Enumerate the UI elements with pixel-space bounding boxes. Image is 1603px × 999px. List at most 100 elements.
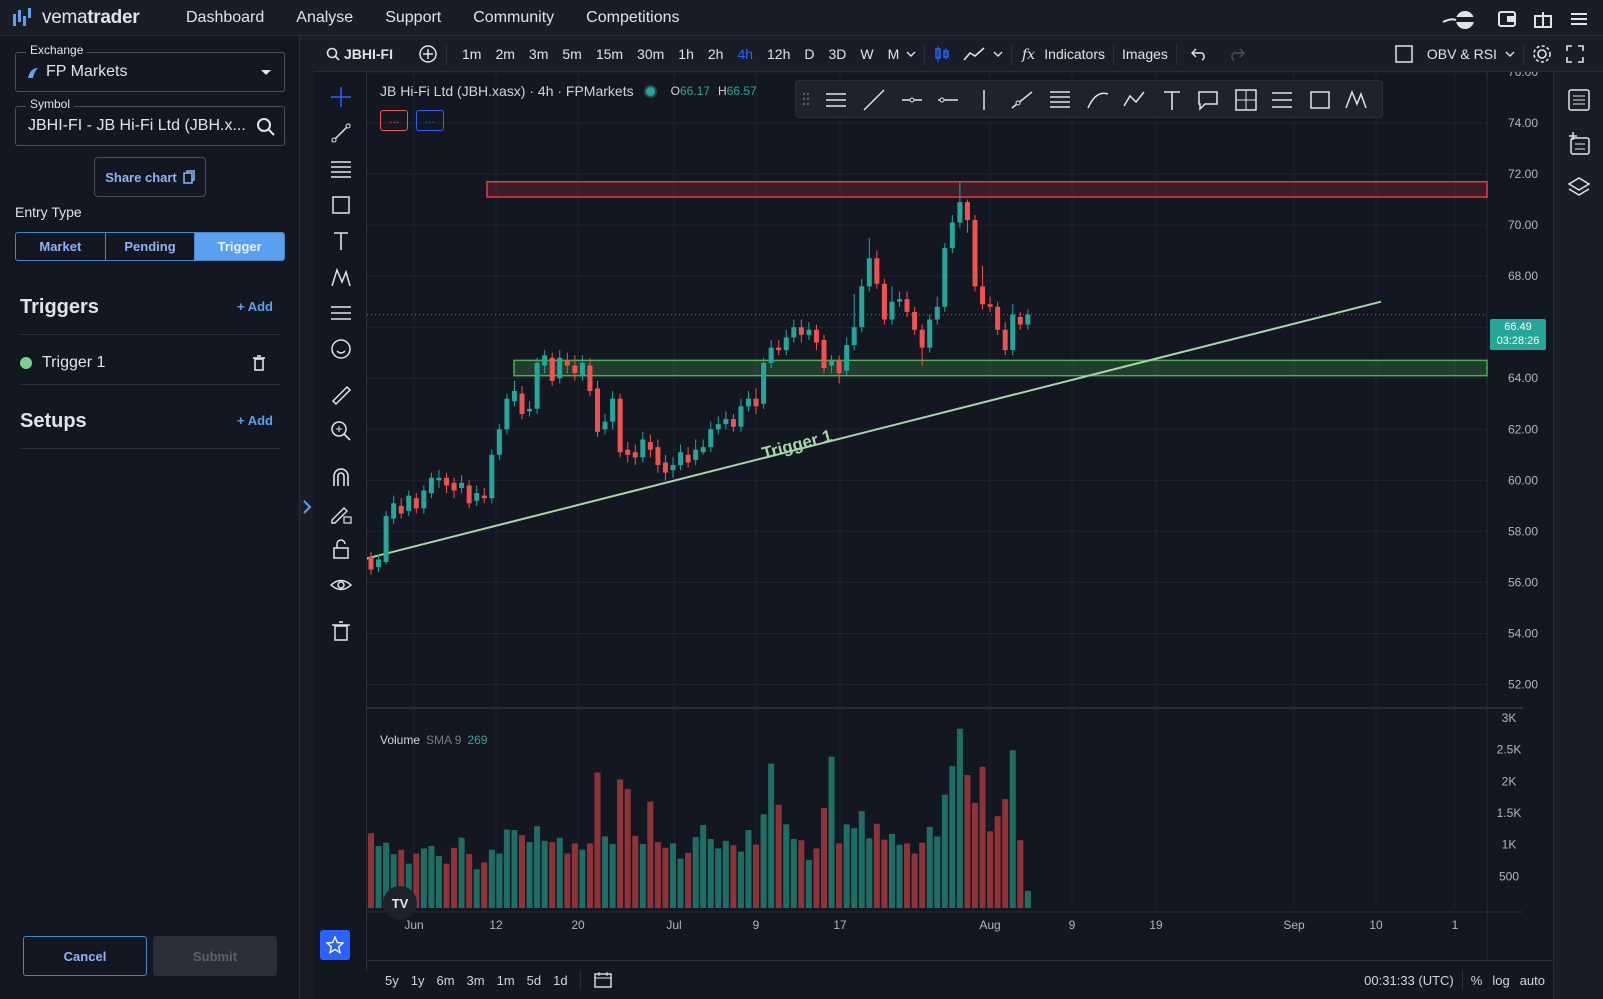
ray-icon[interactable] [1010,88,1034,112]
chevron-right-icon[interactable] [302,500,312,514]
search-icon[interactable] [256,117,276,137]
tf-m[interactable]: M [887,45,900,62]
tradingview-logo-icon[interactable]: TV [383,886,417,920]
horizontal-ray-icon[interactable] [900,88,924,112]
range-icon[interactable] [1270,88,1294,112]
toolbar-symbol[interactable]: JBHI-FI [344,45,393,62]
line-chart-icon[interactable] [963,46,985,62]
range-1y[interactable]: 1y [410,972,425,988]
tf-5m[interactable]: 5m [562,45,582,62]
nav-community[interactable]: Community [473,8,555,26]
share-chart-button[interactable]: Share chart [94,157,206,197]
pattern-tool[interactable] [328,264,354,290]
log-scale-toggle[interactable]: log [1492,972,1510,988]
fib-retracement-icon[interactable] [1048,88,1072,112]
tf-2m[interactable]: 2m [495,45,515,62]
tf-15m[interactable]: 15m [595,45,624,62]
parallel-channel-icon[interactable] [824,88,848,112]
layers-icon[interactable] [1567,176,1591,200]
candles-icon[interactable] [933,45,951,63]
range-6m[interactable]: 6m [436,972,455,988]
add-list-icon[interactable] [1567,132,1591,156]
tf-4h[interactable]: 4h [737,45,754,62]
rectangle-tool[interactable] [328,192,354,218]
pattern-icon[interactable] [1344,88,1368,112]
gear-icon[interactable] [1532,44,1552,64]
tf-w[interactable]: W [860,45,874,62]
drawing-lock-tool[interactable] [328,500,354,526]
range-5d[interactable]: 5d [526,972,542,988]
favorites-button[interactable] [320,930,350,960]
chevron-down-icon[interactable] [1505,51,1515,57]
horizontal-line-icon[interactable] [936,88,960,112]
search-icon[interactable] [326,47,340,61]
callout-icon[interactable] [1196,88,1220,112]
tf-2h[interactable]: 2h [707,45,724,62]
range-5y[interactable]: 5y [385,972,399,988]
chart-area[interactable]: 76.0074.0072.0070.0068.0066.0064.0062.00… [362,65,1553,972]
percent-scale-toggle[interactable]: % [1470,972,1483,988]
fullscreen-icon[interactable] [1566,44,1584,63]
lock-tool[interactable] [328,536,354,562]
menu-icon[interactable] [1569,9,1589,29]
chevron-down-icon[interactable] [993,51,1003,57]
images-button[interactable]: Images [1122,45,1168,62]
entry-type-market[interactable]: Market [16,233,106,260]
panel-collapse-strip[interactable] [300,36,314,999]
add-setup-button[interactable]: + Add [237,413,273,428]
magnet-tool[interactable] [328,464,354,490]
remove-drawings-tool[interactable] [328,618,354,644]
trigger-list-item[interactable]: Trigger 1 [20,348,280,378]
fx-icon[interactable]: fx [1020,45,1038,63]
zoom-tool[interactable] [328,418,354,444]
gift-icon[interactable] [1533,9,1553,29]
brand-logo[interactable]: vematrader [12,7,154,29]
tf-3d[interactable]: 3D [828,45,847,62]
trendline-tool[interactable] [328,120,354,146]
price-chart[interactable]: 76.0074.0072.0070.0068.0066.0064.0062.00… [362,65,1553,960]
nav-support[interactable]: Support [385,8,442,26]
date-range-icon[interactable] [593,971,613,989]
redo-icon[interactable] [1229,47,1245,61]
submit-button[interactable]: Submit [153,936,277,976]
drawing-badge-blue[interactable]: ... [416,110,444,131]
auto-scale-toggle[interactable]: auto [1519,972,1545,988]
vertical-line-icon[interactable] [972,88,996,112]
tf-d[interactable]: D [804,45,815,62]
tf-1h[interactable]: 1h [678,45,694,62]
tf-12h[interactable]: 12h [767,45,791,62]
nav-analyse[interactable]: Analyse [296,8,354,26]
add-compare-icon[interactable] [418,44,438,64]
trash-icon[interactable] [252,355,266,371]
exchange-select[interactable]: Exchange FP Markets [15,43,285,92]
symbol-field[interactable]: Symbol JBHI-FI - JB Hi-Fi Ltd (JBH.x... [15,97,285,146]
tf-1m[interactable]: 1m [462,45,482,62]
drag-handle-icon[interactable] [802,91,810,107]
ruler-tool[interactable] [328,382,354,408]
watchlist-icon[interactable] [1567,88,1591,112]
curve-icon[interactable] [1086,88,1110,112]
cancel-button[interactable]: Cancel [23,936,147,976]
range-3m[interactable]: 3m [466,972,485,988]
polyline-icon[interactable] [1122,88,1146,112]
utc-clock[interactable]: 00:31:33 (UTC) [1364,972,1454,988]
tf-3m[interactable]: 3m [528,45,549,62]
entry-type-pending[interactable]: Pending [106,233,196,260]
entry-type-trigger[interactable]: Trigger [195,233,284,260]
range-1d[interactable]: 1d [553,972,568,988]
nav-competitions[interactable]: Competitions [586,8,680,26]
drawing-badge-red[interactable]: ... [380,110,408,131]
indicators-button[interactable]: Indicators [1044,45,1105,62]
trendline-icon[interactable] [862,88,886,112]
add-trigger-button[interactable]: + Add [237,299,273,314]
undo-icon[interactable] [1190,47,1207,61]
ninja-avatar-icon[interactable] [1441,8,1481,30]
range-1m[interactable]: 1m [496,972,515,988]
visibility-tool[interactable] [328,572,354,598]
text-tool[interactable] [328,228,354,254]
fib-tool[interactable] [328,156,354,182]
long-position-icon[interactable] [1234,88,1258,112]
template-select[interactable]: OBV & RSI [1426,45,1497,62]
tf-30m[interactable]: 30m [637,45,665,62]
text-icon[interactable] [1160,88,1184,112]
